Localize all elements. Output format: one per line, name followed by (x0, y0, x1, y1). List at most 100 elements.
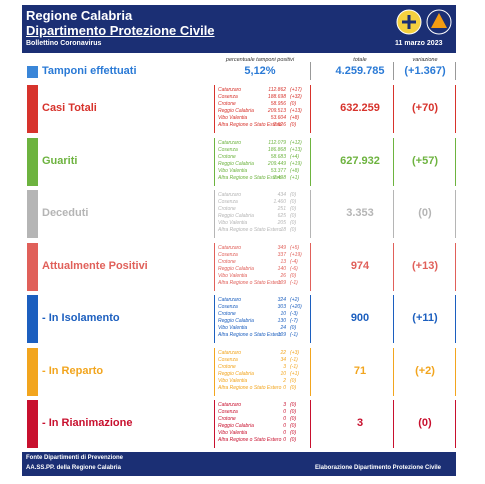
region-name: Crotone (218, 311, 236, 317)
region-name: Crotone (218, 101, 236, 107)
region-name: Altra Regione o Stato Estero (218, 437, 282, 443)
column-head: totale (353, 57, 367, 63)
region-value: 186.868 (267, 146, 286, 153)
region-value: 324 (277, 297, 286, 303)
region-name: Catanzaro (218, 349, 242, 356)
region-name: Vibo Valentia (218, 115, 248, 121)
region-value: 7.626 (273, 122, 286, 128)
section-change: (+2) (415, 364, 435, 377)
region-name: Altra Regione o Stato Estero (218, 122, 282, 128)
footer-credit: Elaborazione Dipartimento Protezione Civ… (315, 465, 442, 471)
region-change: (+13) (290, 146, 302, 153)
region-value: 434 (277, 192, 286, 198)
region-change: (0) (290, 430, 297, 436)
region-change: (0) (290, 325, 297, 331)
separator (310, 295, 311, 343)
tests-total: 4.259.785 (335, 65, 385, 77)
region-name: Vibo Valentia (218, 377, 248, 384)
separator (214, 242, 215, 291)
region-change: (-1) (290, 363, 298, 370)
region-value: 24 (280, 325, 286, 331)
region-change: (0) (290, 272, 297, 279)
date: 11 marzo 2023 (395, 40, 443, 47)
region-change: (+8) (290, 115, 300, 121)
separator (455, 137, 456, 186)
bulletin: Bollettino Coronavirus (26, 40, 102, 47)
region-name: Altra Regione o Stato Estero (218, 384, 282, 391)
separator (310, 85, 311, 133)
region-name: Reggio Calabria (218, 318, 254, 324)
separator (455, 347, 456, 396)
region-value: 0 (283, 384, 286, 391)
region-value: 140 (277, 265, 286, 272)
separator (455, 295, 456, 343)
logos (396, 9, 452, 35)
section-change: (+13) (412, 259, 438, 272)
region-change: (+2) (290, 297, 300, 303)
region-value: 53.604 (270, 115, 286, 121)
region-change: (-6) (290, 265, 298, 272)
region-name: Reggio Calabria (218, 213, 254, 219)
region-name: Reggio Calabria (218, 265, 254, 272)
separator (214, 400, 215, 448)
section-label: Guariti (42, 154, 78, 167)
region-name: Catanzaro (218, 402, 242, 408)
section-total: 900 (350, 312, 370, 324)
section-change: (+70) (412, 102, 438, 114)
region-name: Cosenza (218, 146, 238, 153)
region-value: 58.956 (270, 101, 286, 107)
region-value: 13 (280, 258, 286, 265)
section-total: 632.259 (340, 102, 380, 114)
region-name: Vibo Valentia (218, 430, 248, 436)
separator (214, 85, 215, 133)
section-label: Casi Totali (42, 102, 97, 114)
section-label: - In Rianimazione (42, 417, 133, 429)
column-head: variazione (412, 57, 438, 63)
separator (310, 190, 311, 238)
region-name: Catanzaro (218, 87, 242, 93)
region-value: 34 (280, 356, 286, 363)
separator (310, 400, 311, 448)
region-name: Cosenza (218, 356, 238, 363)
section-change: (+57) (412, 154, 438, 167)
region-name: Reggio Calabria (218, 370, 254, 377)
region-name: Altra Regione o Stato Estero (218, 174, 282, 181)
region-change: (0) (290, 423, 297, 429)
section-marker (27, 295, 38, 343)
region-change: (0) (290, 192, 297, 198)
region-change: (+13) (290, 108, 302, 114)
region-value: 53.377 (270, 167, 286, 174)
region-change: (+17) (290, 87, 302, 93)
region-change: (0) (290, 384, 297, 391)
region-change: (+32) (290, 94, 302, 100)
region-name: Vibo Valentia (218, 272, 248, 279)
region-change: (0) (290, 220, 297, 226)
separator (214, 347, 215, 396)
tests-percentage: 5,12% (244, 65, 276, 77)
region-change: (0) (290, 122, 297, 128)
region-change: (-7) (290, 318, 298, 324)
separator (214, 137, 215, 186)
region-value: 58.683 (270, 153, 286, 160)
region-name: Reggio Calabria (218, 108, 254, 114)
region-change: (0) (290, 199, 297, 205)
section-total: 3.353 (346, 207, 374, 219)
section-change: (+11) (412, 312, 438, 324)
region-value: 18 (280, 227, 286, 233)
region-change: (0) (290, 227, 297, 233)
region-name: Vibo Valentia (218, 325, 248, 331)
separator (393, 242, 394, 291)
region-value: 2 (283, 377, 286, 384)
region-value: 251 (277, 206, 286, 212)
region-value: 10 (280, 370, 286, 377)
section-label: Deceduti (42, 207, 89, 219)
section-total: 3 (356, 417, 364, 429)
section-total: 71 (353, 364, 367, 377)
region-name: Altra Regione o Stato Estero (218, 279, 282, 286)
section-total: 974 (350, 259, 370, 272)
region-change: (0) (290, 416, 297, 422)
region-change: (+1) (290, 174, 300, 181)
region-change: (0) (290, 409, 297, 415)
separator (393, 85, 394, 133)
region-change: (+3) (290, 349, 300, 356)
